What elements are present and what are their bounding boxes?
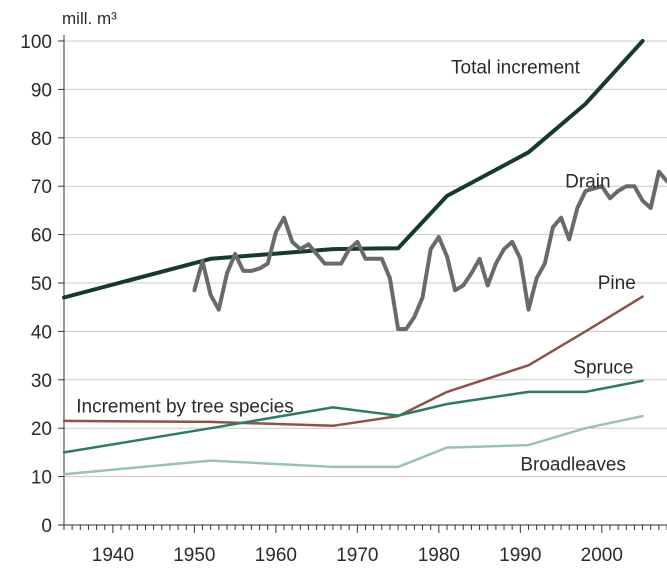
x-tick-label-1960: 1960 [255, 545, 297, 566]
series-line-drain [192, 169, 667, 331]
y-tick-label-90: 90 [31, 80, 52, 101]
x-tick-label-1950: 1950 [173, 545, 215, 566]
series-line-broadleaves [62, 414, 644, 476]
y-tick-label-80: 80 [31, 129, 52, 150]
y-tick-label-100: 100 [20, 32, 52, 53]
series-label-drain: Drain [565, 171, 610, 192]
series-layer [62, 39, 667, 476]
x-tick-label-1970: 1970 [336, 545, 378, 566]
x-tick-label-1990: 1990 [499, 545, 541, 566]
y-tick-label-10: 10 [31, 468, 52, 489]
y-tick-label-70: 70 [31, 177, 52, 198]
x-tick-label-2000: 2000 [581, 545, 623, 566]
y-axis-label: mill. m³ [62, 9, 117, 28]
series-label-total-increment: Total increment [451, 58, 581, 79]
y-tick-label-20: 20 [31, 419, 52, 440]
labels: Total increment Drain Pine Spruce Broadleave… [76, 58, 636, 476]
y-tick-label-60: 60 [31, 226, 52, 247]
series-line-spruce [62, 379, 644, 454]
series-line-pine [62, 295, 644, 428]
x-tick-label-1980: 1980 [418, 545, 460, 566]
axes: 0 10 20 30 40 50 60 70 80 90 100 1940 1950 1960 1970 19… [20, 32, 667, 566]
y-tick-label-0: 0 [41, 516, 52, 537]
x-tick-label-1940: 1940 [92, 545, 134, 566]
series-line-total-increment [62, 39, 645, 300]
series-label-spruce: Spruce [573, 358, 633, 379]
y-tick-label-50: 50 [31, 274, 52, 295]
grid [64, 40, 667, 478]
series-label-pine: Pine [598, 273, 636, 294]
annotation-0: Increment by tree species [76, 396, 294, 417]
y-tick-label-40: 40 [31, 322, 52, 343]
y-tick-label-30: 30 [31, 371, 52, 392]
series-label-broadleaves: Broadleaves [520, 455, 626, 476]
